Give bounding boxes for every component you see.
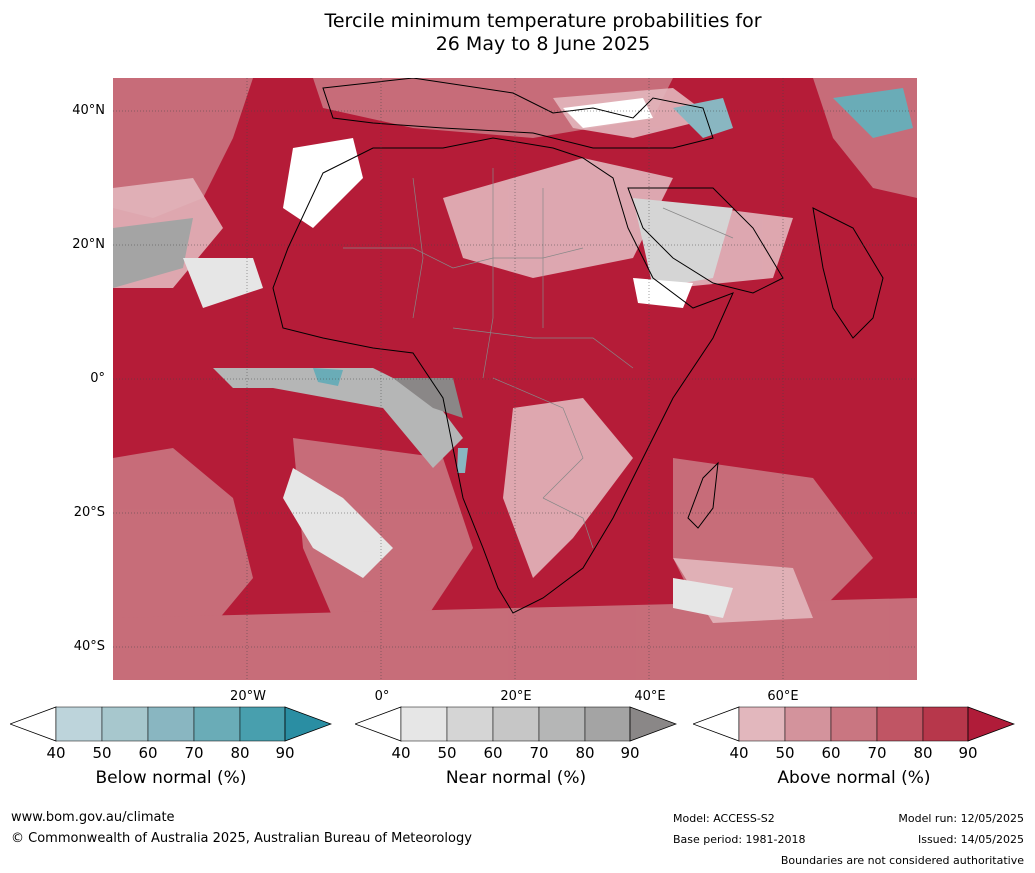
colorbar-below-segment [239,706,286,742]
footer-website: www.bom.gov.au/climate [11,810,175,825]
graticule [113,78,917,680]
colorbar-below-segment [55,706,103,742]
colorbar-above-segment [738,706,786,742]
india-coastline [812,207,884,339]
colorbar-above-normal [693,706,1015,742]
colorbar-below-segment [147,706,195,742]
africa-coastline [272,137,734,614]
colorbar-above-segment [876,706,924,742]
colorbar-near-tick: 50 [437,744,457,762]
colorbar-below-normal [10,706,332,742]
lat-label-0: 0° [90,371,105,386]
lat-label-40n: 40°N [72,103,105,118]
arabia-coastline [627,187,784,294]
colorbar-above-tick: 50 [775,744,795,762]
colorbar-above-title: Above normal (%) [777,768,931,788]
below-normal-patches [313,88,913,473]
footer-model-run: Model run: 12/05/2025 [898,812,1024,825]
title-line-1: Tercile minimum temperature probabilitie… [324,10,762,32]
footer-issued: Issued: 14/05/2025 [917,833,1024,846]
country-borders [343,168,734,549]
colorbar-near-segment [492,706,540,742]
lat-label-40s: 40°S [73,639,105,654]
colorbar-above-segment [784,706,832,742]
colorbar-near-high-arrow [629,706,677,742]
footer-model: Model: ACCESS-S2 [673,812,775,825]
madagascar-coastline [687,461,719,529]
footer-disclaimer: Boundaries are not considered authoritat… [780,854,1024,867]
colorbar-below-tick: 80 [230,744,250,762]
colorbar-near-tick: 90 [620,744,640,762]
colorbar-near-tick: 80 [575,744,595,762]
white-patches [283,98,693,308]
colorbar-below-tick: 90 [275,744,295,762]
colorbar-near-segment [446,706,494,742]
colorbar-above-tick: 70 [867,744,887,762]
colorbar-above-tick: 40 [729,744,749,762]
colorbar-below-title: Below normal (%) [95,768,247,788]
europe-coastline [322,78,714,149]
colorbar-below-tick: 60 [138,744,158,762]
colorbar-below-segment [193,706,241,742]
lon-label-20e: 20°E [500,689,532,704]
lon-label-40e: 40°E [634,689,666,704]
colorbar-near-title: Near normal (%) [445,768,587,788]
colorbar-below-tick: 50 [92,744,112,762]
map-title: Tercile minimum temperature probabilitie… [0,10,1035,56]
colorbar-above-tick: 60 [821,744,841,762]
colorbar-below-low-arrow [10,706,57,742]
colorbar-below-segment [101,706,149,742]
lon-label-60e: 60°E [767,689,799,704]
colorbar-below-tick: 40 [46,744,66,762]
colorbar-above-tick: 90 [958,744,978,762]
colorbar-above-high-arrow [967,706,1015,742]
colorbar-near-segment [538,706,586,742]
lon-label-20w: 20°W [230,689,266,704]
lon-label-0: 0° [374,689,390,704]
probability-map [113,78,917,680]
lat-label-20n: 20°N [72,237,105,252]
colorbar-above-segment [830,706,878,742]
colorbar-near-segment [400,706,448,742]
colorbar-near-low-arrow [355,706,402,742]
near-normal-grey-patches [113,198,733,618]
colorbar-below-tick: 70 [184,744,204,762]
lat-label-20s: 20°S [73,505,105,520]
footer-copyright: © Commonwealth of Australia 2025, Austra… [11,831,472,846]
colorbar-near-tick: 70 [529,744,549,762]
colorbar-near-segment [584,706,631,742]
colorbar-above-low-arrow [693,706,740,742]
colorbar-above-tick: 80 [913,744,933,762]
colorbar-below-high-arrow [284,706,332,742]
colorbar-near-tick: 40 [391,744,411,762]
title-line-2: 26 May to 8 June 2025 [435,33,651,55]
footer-base-period: Base period: 1981-2018 [673,833,806,846]
colorbar-near-normal [355,706,677,742]
colorbar-near-tick: 60 [483,744,503,762]
colorbar-above-segment [922,706,969,742]
